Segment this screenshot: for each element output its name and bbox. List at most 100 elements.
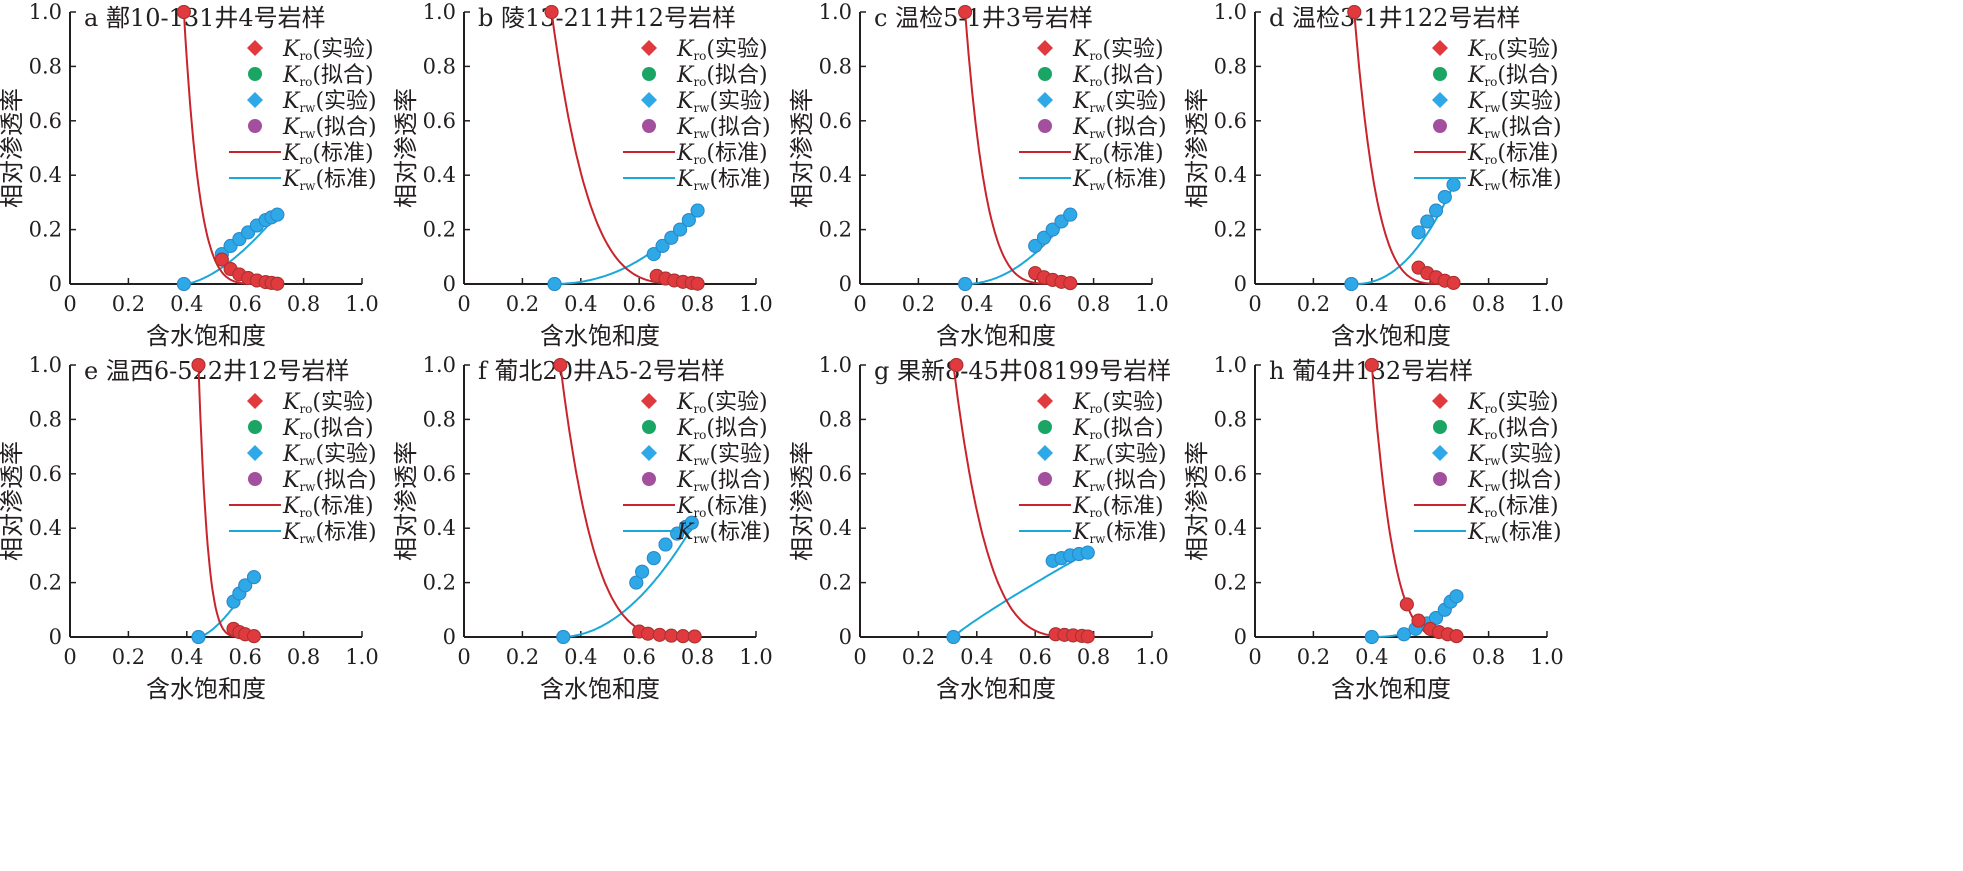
- legend-subscript: ro: [299, 506, 312, 520]
- legend-subscript: ro: [1484, 506, 1497, 520]
- legend-diamond-marker: [1432, 92, 1448, 108]
- chart-panel: 0 0.2 0.4 0.6 0.8 1.0 0 0.2 0.4 0.6 0.8 1.0 含水饱和度 相对渗…: [0, 353, 379, 703]
- kro-exp-point: [958, 5, 973, 19]
- legend-subscript: rw: [693, 532, 710, 546]
- krw-exp-point: [1063, 207, 1078, 222]
- legend-note: (拟合): [709, 115, 770, 140]
- kro-exp-point: [270, 276, 285, 291]
- krw-exp-point: [635, 564, 650, 579]
- x-tick-label: 0.2: [506, 292, 539, 316]
- legend-diamond-marker: [1432, 40, 1448, 56]
- krw-exp-point: [1446, 177, 1461, 192]
- legend-subscript: ro: [1484, 402, 1497, 416]
- legend-circle-marker: [642, 472, 656, 486]
- y-tick-label: 1.0: [423, 0, 456, 24]
- legend-circle-marker: [1038, 119, 1052, 133]
- y-tick-label: 0.8: [819, 407, 852, 431]
- legend-label: Krw(拟合): [1467, 468, 1562, 494]
- legend-circle-marker: [1433, 67, 1447, 81]
- legend-label: Kro(标准): [1467, 141, 1559, 167]
- legend-label: Kro(拟合): [282, 416, 374, 442]
- x-tick-label: 0.2: [112, 292, 145, 316]
- legend-label: Krw(标准): [282, 520, 377, 546]
- legend-label: Kro(拟合): [1072, 63, 1164, 89]
- legend-label: Kro(标准): [282, 141, 374, 167]
- x-tick-label: 0.8: [287, 292, 320, 316]
- y-tick-label: 0: [443, 272, 456, 296]
- legend-symbol: K: [676, 167, 695, 192]
- legend-label: Krw(标准): [1467, 167, 1562, 193]
- krw-exp-point: [176, 277, 191, 291]
- legend-label: Krw(实验): [282, 89, 377, 115]
- krw-exp-point: [1429, 203, 1444, 218]
- legend-symbol: K: [282, 494, 301, 519]
- legend-label: Krw(拟合): [676, 468, 771, 494]
- legend-subscript: rw: [299, 454, 316, 468]
- x-tick-label: 0.6: [1413, 645, 1446, 669]
- legend-note: (实验): [1497, 37, 1558, 62]
- legend-symbol: K: [282, 141, 301, 166]
- legend-label: Krw(标准): [676, 167, 771, 193]
- krw-exp-point: [958, 277, 973, 291]
- kro-exp-point: [191, 358, 206, 372]
- legend-label: Kro(实验): [282, 390, 374, 416]
- legend-subscript: ro: [299, 49, 312, 63]
- legend-note: (标准): [709, 520, 770, 545]
- krw-exp-point: [664, 230, 679, 245]
- legend-note: (标准): [312, 494, 373, 519]
- legend-note: (标准): [315, 520, 376, 545]
- legend-note: (实验): [315, 89, 376, 114]
- x-axis-title: 含水饱和度: [540, 675, 660, 703]
- y-tick-label: 0: [839, 272, 852, 296]
- x-tick-label: 0.4: [960, 292, 993, 316]
- legend-symbol: K: [1467, 63, 1486, 88]
- x-tick-label: 0.2: [902, 645, 935, 669]
- x-axis-title: 含水饱和度: [146, 675, 266, 703]
- krw-exp-point: [1036, 230, 1051, 245]
- kro-standard-curve: [559, 364, 695, 638]
- legend-label: Kro(实验): [1072, 390, 1164, 416]
- legend-note: (拟合): [1105, 468, 1166, 493]
- y-tick-label: 0.2: [1214, 571, 1247, 595]
- chart-panel: 0 0.2 0.4 0.6 0.8 1.0 0 0.2 0.4 0.6 0.8 1.0 含水饱和度 相对渗…: [392, 0, 773, 350]
- krw-exp-point: [1420, 214, 1435, 229]
- y-axis-title: 相对渗透率: [1183, 441, 1211, 561]
- y-tick-label: 0.6: [1214, 109, 1247, 133]
- y-tick-label: 1.0: [1214, 353, 1247, 377]
- legend-symbol: K: [676, 89, 695, 114]
- legend-symbol: K: [1467, 494, 1486, 519]
- x-tick-label: 0.8: [1472, 645, 1505, 669]
- legend-label: Kro(标准): [676, 494, 768, 520]
- x-tick-label: 1.0: [345, 645, 378, 669]
- chart-panel: 0 0.2 0.4 0.6 0.8 1.0 0 0.2 0.4 0.6 0.8 1.0 含水饱和度 相对渗…: [788, 0, 1169, 350]
- legend-note: (实验): [706, 390, 767, 415]
- legend-subscript: rw: [1484, 532, 1501, 546]
- y-tick-label: 0.4: [1214, 163, 1247, 187]
- krw-exp-point: [1429, 610, 1444, 625]
- legend-subscript: ro: [1484, 49, 1497, 63]
- legend-label: Kro(实验): [282, 37, 374, 63]
- legend-note: (标准): [1497, 494, 1558, 519]
- krw-exp-point: [1028, 238, 1043, 253]
- kro-standard-curve: [1370, 364, 1457, 638]
- legend-diamond-marker: [641, 445, 657, 461]
- x-tick-label: 0: [853, 292, 866, 316]
- krw-exp-point: [673, 222, 688, 237]
- x-axis-title: 含水饱和度: [936, 675, 1056, 703]
- y-tick-label: 0: [1234, 272, 1247, 296]
- legend-note: (实验): [709, 89, 770, 114]
- legend-subscript: rw: [1089, 179, 1106, 193]
- kro-exp-point: [652, 627, 667, 642]
- panel-title: g 果新8-45井08199号岩样: [874, 357, 1171, 385]
- kro-exp-point: [1446, 275, 1461, 290]
- legend-subscript: ro: [1089, 153, 1102, 167]
- legend-label: Kro(实验): [1072, 37, 1164, 63]
- y-axis-title: 相对渗透率: [1183, 88, 1211, 208]
- x-tick-label: 0: [457, 292, 470, 316]
- legend-subscript: rw: [693, 480, 710, 494]
- panel-title: b 陵13-211井12号岩样: [478, 4, 736, 32]
- legend-label: Krw(拟合): [1467, 115, 1562, 141]
- x-tick-label: 0.4: [564, 645, 597, 669]
- x-tick-label: 0.2: [902, 292, 935, 316]
